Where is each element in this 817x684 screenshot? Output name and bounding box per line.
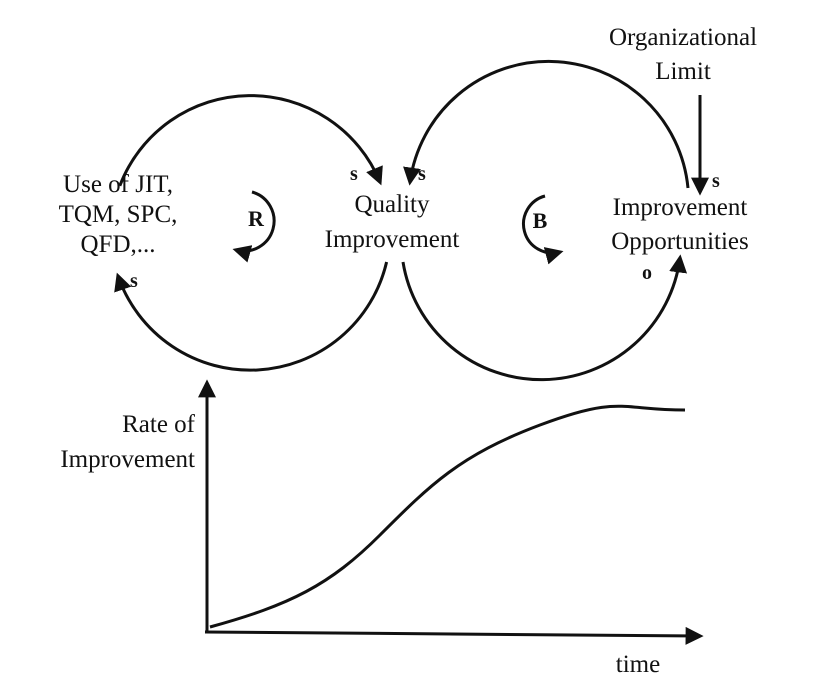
link-arc <box>114 261 389 372</box>
polarity: s <box>350 163 358 185</box>
link-arc <box>401 254 688 382</box>
axis-label: time <box>616 651 660 678</box>
loop-symbol <box>522 194 564 265</box>
loop-label: B <box>533 208 548 233</box>
axis-label: Improvement <box>60 446 195 473</box>
curve <box>209 404 686 629</box>
node-label: QFD,... <box>80 231 155 258</box>
x-axis <box>204 626 704 645</box>
loop-label: R <box>248 206 265 231</box>
node-label: Limit <box>655 58 711 85</box>
link-arc <box>118 94 383 187</box>
node-label: Opportunities <box>611 228 749 255</box>
node-label: Quality <box>355 191 430 218</box>
loop-symbol <box>232 190 276 263</box>
polarity: s <box>418 163 426 185</box>
axis-label: Rate of <box>122 411 196 438</box>
node-label: TQM, SPC, <box>59 201 178 228</box>
polarity: o <box>642 262 652 284</box>
node-label: Improvement <box>613 194 748 221</box>
node-label: Use of JIT, <box>63 171 173 198</box>
link-arc <box>403 59 690 189</box>
node-label: Improvement <box>325 226 460 253</box>
polarity: s <box>130 270 138 292</box>
node-label: Organizational <box>609 24 757 51</box>
polarity: s <box>712 170 720 192</box>
